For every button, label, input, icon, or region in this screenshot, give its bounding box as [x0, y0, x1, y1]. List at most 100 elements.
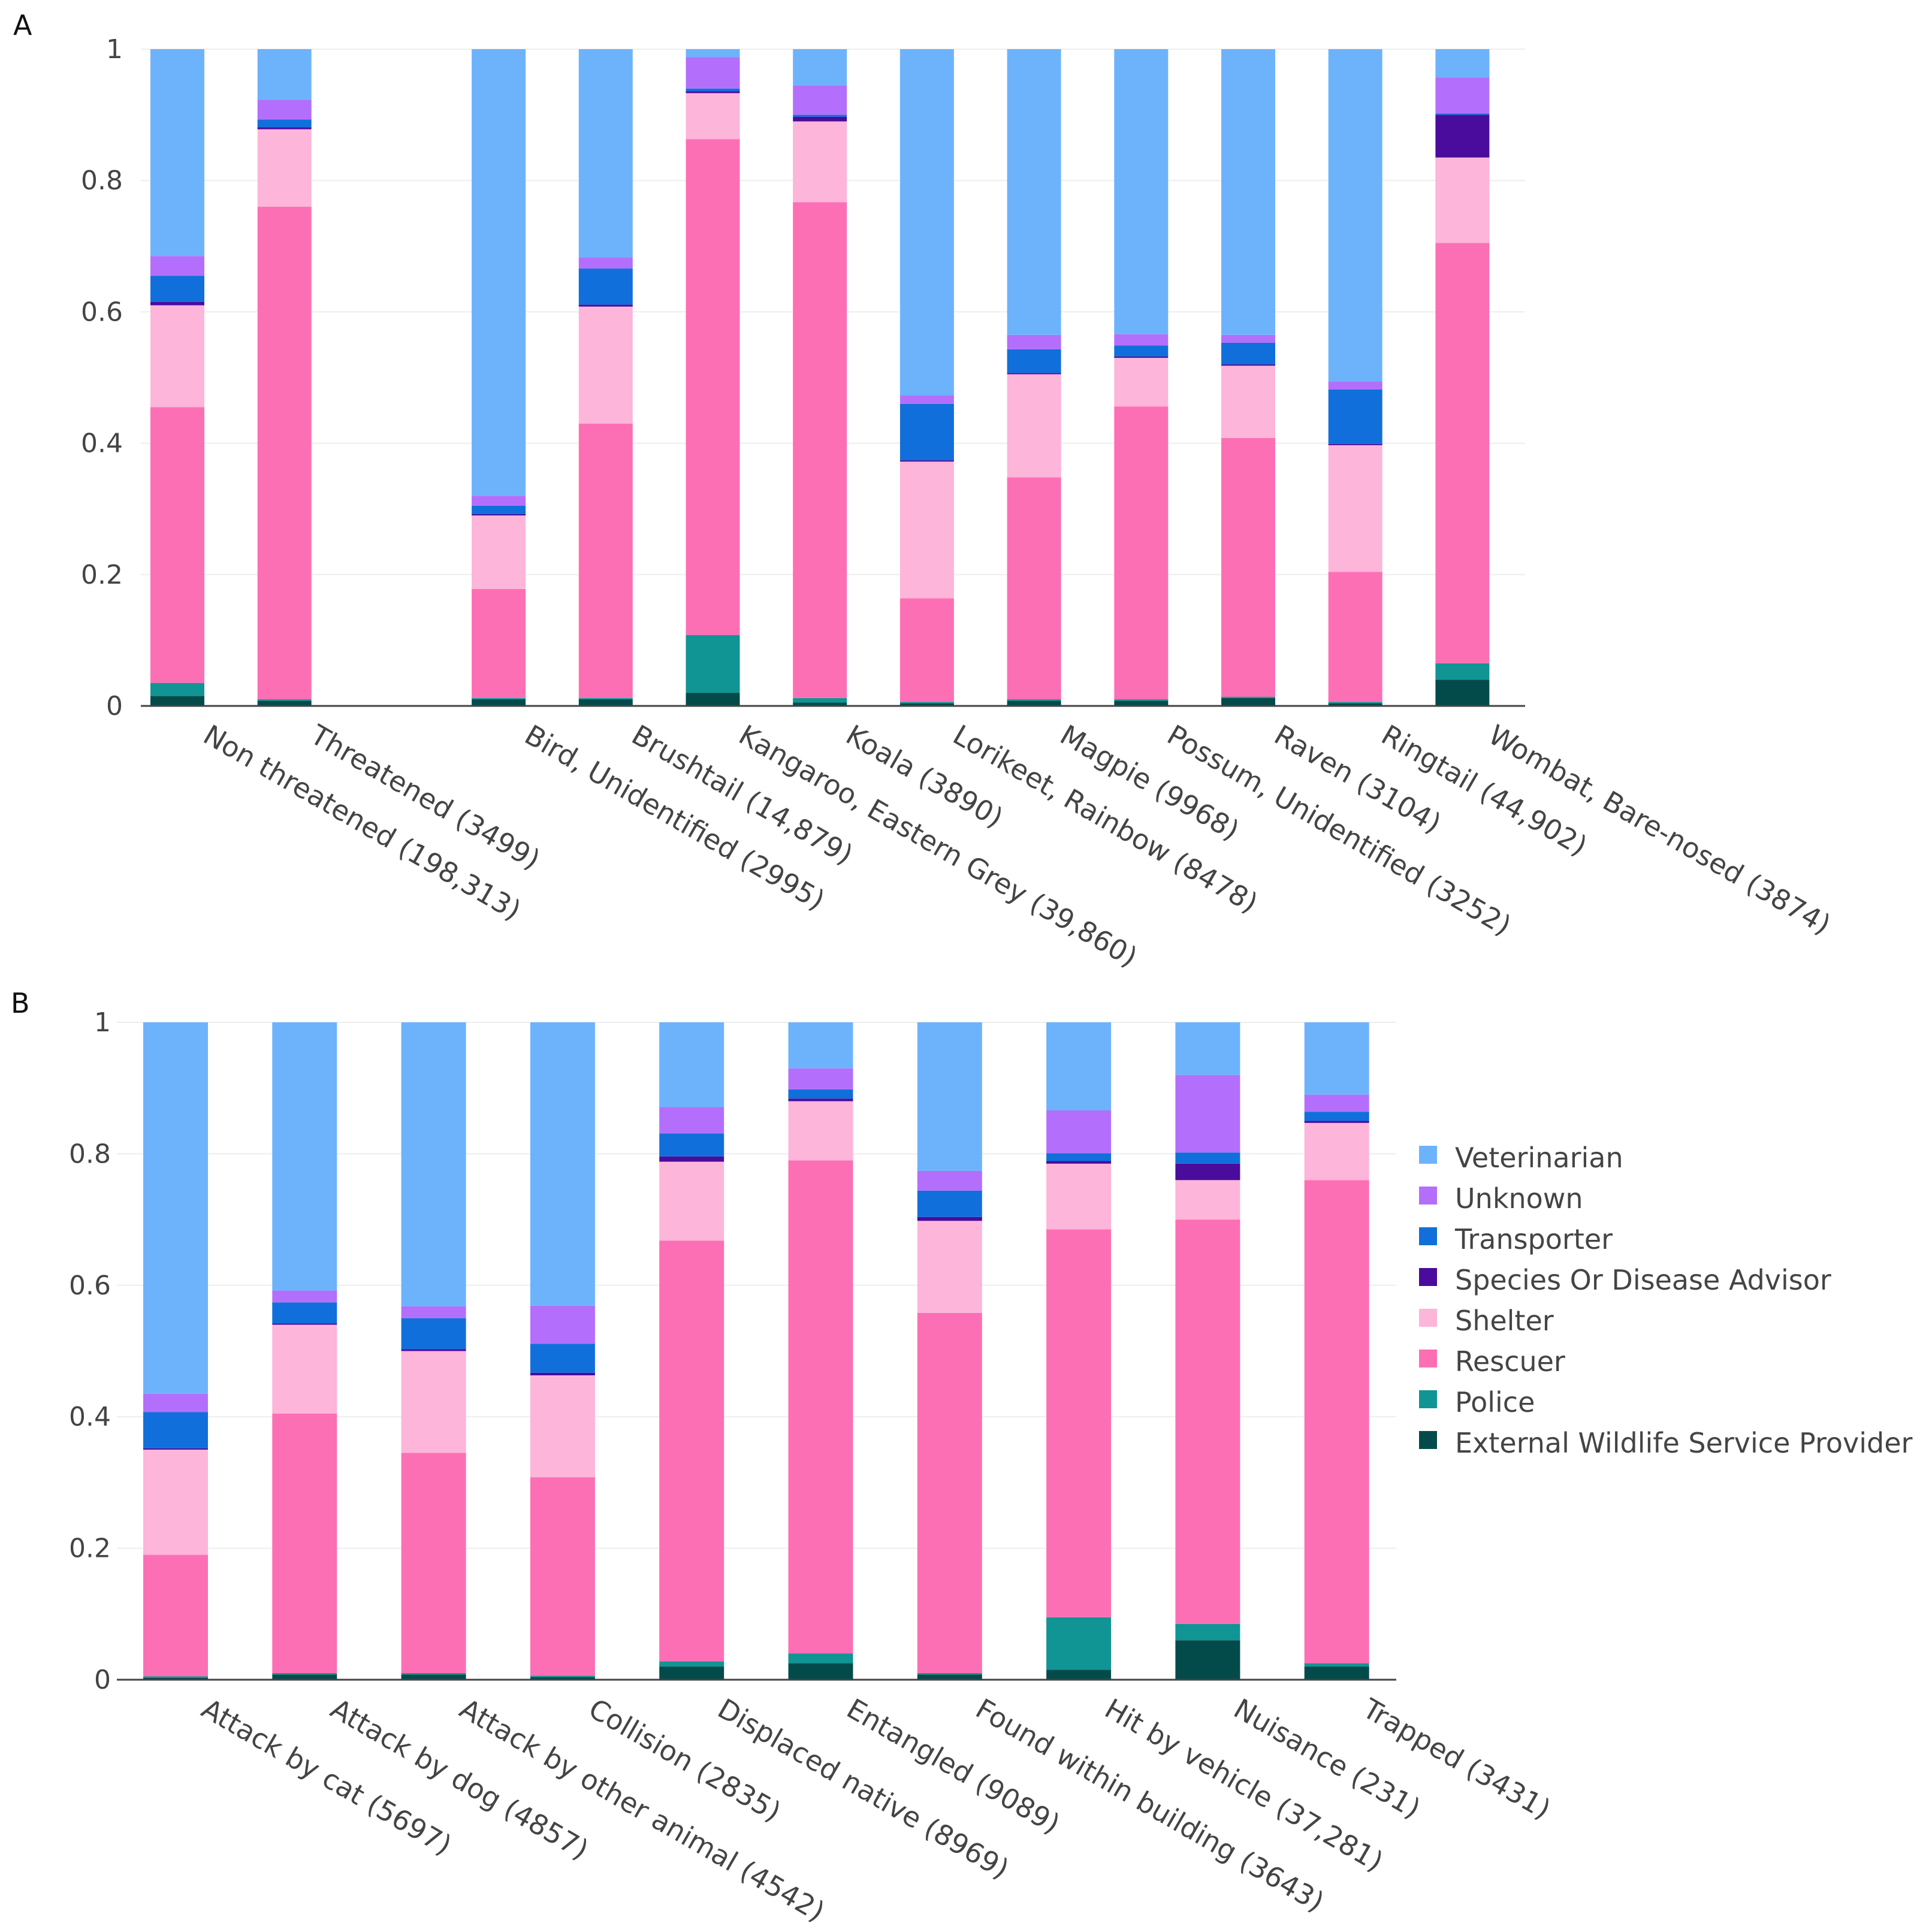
bar-segment-shelter — [788, 1101, 853, 1161]
bar-segment-shelter — [686, 93, 740, 140]
bar-segment-species-or-disease-advisor — [917, 1216, 982, 1221]
bar-segment-external-wildlife-service-provider — [472, 699, 526, 706]
bar-segment-unknown — [793, 85, 847, 115]
bar-segment-unknown — [1007, 334, 1061, 349]
bar-segment-unknown — [899, 395, 954, 404]
bar-segment-unknown — [530, 1305, 595, 1344]
bar-segment-shelter — [1435, 157, 1490, 243]
bar-segment-external-wildlife-service-provider — [1328, 703, 1382, 706]
legend-swatch-species-or-disease-advisor — [1419, 1268, 1437, 1286]
bar-segment-rescuer — [788, 1160, 853, 1654]
y-tick-label: 0.6 — [69, 1270, 111, 1301]
bar-segment-transporter — [793, 114, 847, 117]
bar-segment-external-wildlife-service-provider — [257, 701, 312, 706]
bar-segment-species-or-disease-advisor — [143, 1448, 208, 1450]
bar-segment-police — [1435, 663, 1490, 680]
bar-segment-veterinarian — [917, 1022, 982, 1171]
bar-segment-rescuer — [659, 1240, 724, 1662]
bar-segment-species-or-disease-advisor — [1175, 1163, 1240, 1181]
bar-segment-police — [1114, 699, 1169, 701]
legend-swatch-unknown — [1419, 1187, 1437, 1205]
legend-swatch-veterinarian — [1419, 1146, 1437, 1164]
legend-label-shelter: Shelter — [1455, 1305, 1554, 1337]
y-tick-label: 0.2 — [69, 1533, 111, 1564]
x-tick-label: Entangled (9089) — [841, 1692, 1065, 1840]
bar-segment-veterinarian — [150, 49, 204, 256]
bar-segment-species-or-disease-advisor — [1221, 364, 1275, 366]
bar-segment-rescuer — [1046, 1229, 1112, 1617]
y-tick-label: 0 — [94, 1665, 111, 1695]
bar-segment-veterinarian — [578, 49, 633, 258]
bar-segment-transporter — [472, 505, 526, 514]
bar-segment-transporter — [578, 268, 633, 305]
bar-segment-rescuer — [578, 423, 633, 698]
bar-segment-rescuer — [257, 207, 312, 700]
y-tick-label: 0.8 — [81, 165, 123, 196]
bar-segment-external-wildlife-service-provider — [530, 1677, 595, 1680]
bar-segment-shelter — [150, 305, 204, 407]
bar-segment-external-wildlife-service-provider — [1221, 698, 1275, 706]
bar-segment-police — [257, 699, 312, 701]
bar-segment-species-or-disease-advisor — [1046, 1161, 1112, 1164]
legend-swatch-rescuer — [1419, 1350, 1437, 1368]
legend-label-transporter: Transporter — [1454, 1223, 1613, 1255]
bar-segment-police — [1328, 702, 1382, 704]
bar-segment-shelter — [257, 129, 312, 207]
bar-segment-police — [1046, 1617, 1112, 1670]
bar-segment-rescuer — [899, 598, 954, 702]
bar-segment-police — [659, 1661, 724, 1667]
bar-segment-shelter — [793, 121, 847, 203]
legend-label-external-wildlife-service-provider: External Wildlife Service Provider — [1455, 1427, 1912, 1459]
panel-a-label: A — [13, 9, 32, 41]
legend-label-police: Police — [1455, 1386, 1535, 1418]
bar-segment-shelter — [1221, 366, 1275, 438]
bar-segment-police — [686, 635, 740, 693]
bar-segment-police — [272, 1673, 337, 1675]
bar-segment-unknown — [1175, 1074, 1240, 1153]
bar-segment-species-or-disease-advisor — [578, 304, 633, 307]
bar-segment-species-or-disease-advisor — [530, 1372, 595, 1376]
bar-segment-rescuer — [1304, 1180, 1369, 1664]
legend-swatch-external-wildlife-service-provider — [1419, 1431, 1437, 1449]
bar-segment-external-wildlife-service-provider — [1435, 680, 1490, 706]
panel-b-label: B — [11, 987, 30, 1019]
bar-segment-rescuer — [472, 588, 526, 698]
bar-segment-shelter — [1304, 1122, 1369, 1181]
legend-label-rescuer: Rescuer — [1455, 1345, 1565, 1378]
bar-segment-external-wildlife-service-provider — [1304, 1667, 1369, 1680]
bar-segment-transporter — [1304, 1112, 1369, 1121]
bar-segment-external-wildlife-service-provider — [659, 1667, 724, 1680]
legend-swatch-transporter — [1419, 1227, 1437, 1245]
bar-segment-external-wildlife-service-provider — [1175, 1640, 1240, 1680]
bar-segment-veterinarian — [1221, 49, 1275, 335]
bar-segment-veterinarian — [1435, 49, 1490, 78]
bar-segment-external-wildlife-service-provider — [1114, 701, 1169, 706]
bar-segment-shelter — [899, 461, 954, 599]
bar-segment-species-or-disease-advisor — [150, 301, 204, 306]
bar-segment-police — [917, 1673, 982, 1675]
legend-swatch-police — [1419, 1390, 1437, 1408]
bar-segment-unknown — [1046, 1110, 1112, 1154]
bar-segment-police — [1175, 1623, 1240, 1641]
bar-segment-species-or-disease-advisor — [401, 1349, 466, 1351]
bar-segment-veterinarian — [1304, 1022, 1369, 1095]
bar-segment-rescuer — [401, 1453, 466, 1674]
y-tick-label: 0.4 — [81, 428, 123, 459]
bar-segment-unknown — [686, 57, 740, 89]
y-tick-label: 0 — [106, 691, 123, 722]
bar-segment-transporter — [1007, 349, 1061, 373]
bar-segment-unknown — [472, 496, 526, 506]
bar-segment-transporter — [1328, 389, 1382, 444]
y-tick-label: 0.2 — [81, 560, 123, 590]
bar-segment-external-wildlife-service-provider — [272, 1674, 337, 1680]
bar-segment-species-or-disease-advisor — [257, 127, 312, 129]
y-tick-label: 0.6 — [81, 297, 123, 327]
bar-segment-shelter — [472, 515, 526, 589]
legend-label-species-or-disease-advisor: Species Or Disease Advisor — [1455, 1264, 1831, 1296]
y-tick-label: 1 — [106, 34, 123, 65]
bar-segment-external-wildlife-service-provider — [899, 703, 954, 706]
bar-segment-rescuer — [530, 1477, 595, 1676]
bar-segment-species-or-disease-advisor — [659, 1156, 724, 1162]
y-tick-label: 1 — [94, 1007, 111, 1038]
